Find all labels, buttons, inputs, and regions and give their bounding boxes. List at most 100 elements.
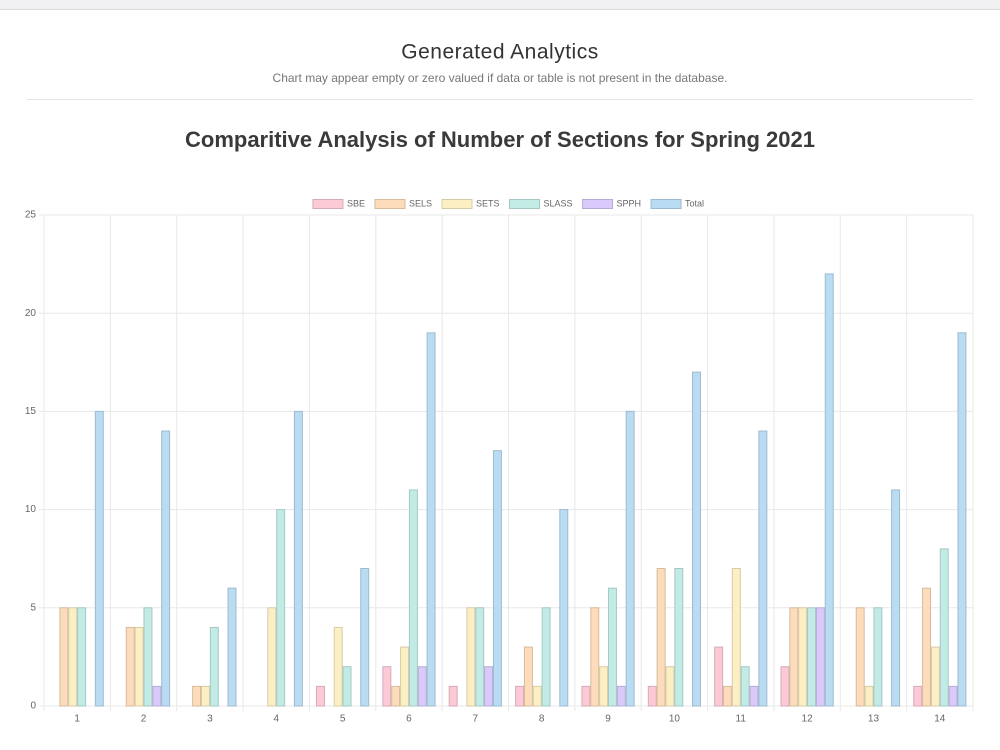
bar — [807, 607, 817, 707]
bar — [426, 332, 436, 707]
bar — [161, 430, 171, 707]
bar — [722, 685, 732, 707]
chart-title: Comparitive Analysis of Number of Sectio… — [185, 127, 815, 152]
y-tick-label: 10 — [25, 504, 37, 515]
bar — [484, 666, 494, 707]
bar — [523, 646, 533, 707]
y-tick-label: 20 — [25, 308, 37, 319]
bar — [59, 607, 69, 707]
x-tick-label: 8 — [539, 714, 545, 725]
bar — [922, 587, 932, 707]
bar — [134, 626, 144, 707]
x-tick-label: 11 — [736, 714, 747, 725]
legend-swatch — [508, 199, 540, 209]
bar — [891, 489, 901, 707]
legend-swatch — [312, 199, 344, 209]
x-tick-label: 13 — [868, 714, 880, 725]
legend-label: Total — [685, 198, 704, 208]
browser-bar — [0, 0, 1000, 10]
bar — [276, 509, 286, 707]
x-tick-label: 7 — [473, 714, 479, 725]
x-tick-label: 3 — [207, 714, 213, 725]
x-tick-label: 14 — [934, 714, 946, 725]
bar — [316, 685, 325, 707]
bar — [68, 607, 78, 707]
bar — [143, 607, 153, 707]
x-tick-label: 9 — [605, 714, 611, 725]
x-tick-label: 10 — [669, 714, 681, 725]
page-subtitle: Chart may appear empty or zero valued if… — [273, 71, 728, 85]
bar — [475, 607, 485, 707]
legend-label: SPPH — [617, 198, 642, 208]
bar — [466, 607, 476, 707]
bar — [930, 646, 940, 707]
bar — [152, 685, 162, 707]
bar — [815, 607, 825, 707]
x-tick-label: 2 — [141, 714, 147, 725]
bar — [342, 666, 352, 707]
bar — [913, 685, 923, 707]
bar — [77, 607, 87, 707]
bar — [798, 607, 808, 707]
legend-label: SETS — [476, 198, 500, 208]
bar — [625, 410, 635, 707]
bar — [227, 587, 237, 707]
bar — [599, 666, 609, 707]
bar — [532, 685, 542, 707]
bar — [824, 273, 834, 707]
y-tick-label: 0 — [30, 701, 36, 712]
bar — [492, 450, 502, 707]
bar — [559, 509, 569, 707]
bar — [590, 607, 600, 707]
y-tick-label: 5 — [30, 602, 36, 613]
page-title: Generated Analytics — [401, 41, 598, 64]
bar — [400, 646, 410, 707]
bar — [192, 685, 202, 707]
bar — [448, 685, 458, 707]
x-tick-label: 5 — [340, 714, 346, 725]
bar — [360, 568, 370, 707]
bar — [200, 685, 210, 707]
bar — [333, 626, 343, 707]
bar — [515, 685, 525, 707]
bar — [789, 607, 799, 707]
bar — [94, 410, 104, 707]
bar — [692, 371, 701, 707]
bar — [939, 548, 949, 707]
bar — [616, 685, 626, 707]
legend-swatch — [650, 199, 682, 209]
x-tick-label: 6 — [406, 714, 412, 725]
bar — [873, 607, 883, 707]
x-tick-label: 4 — [273, 714, 279, 725]
y-tick-label: 25 — [25, 210, 37, 221]
bar — [957, 332, 967, 707]
bar — [581, 685, 591, 707]
y-tick-label: 15 — [25, 406, 37, 417]
bar — [665, 666, 675, 707]
bar — [740, 666, 750, 707]
bar — [948, 685, 958, 707]
bar — [758, 430, 768, 707]
bar — [382, 666, 392, 707]
bar — [293, 410, 303, 707]
bar — [417, 666, 427, 707]
bar — [749, 685, 759, 707]
bar — [125, 626, 135, 707]
bar — [780, 666, 790, 707]
bar — [647, 685, 657, 707]
bar — [855, 607, 865, 707]
bar — [408, 489, 418, 707]
bar — [731, 568, 741, 707]
bar — [674, 568, 684, 707]
bar — [607, 587, 617, 707]
bar — [209, 626, 219, 707]
bar — [714, 646, 724, 707]
bar — [541, 607, 551, 707]
legend-label: SELS — [409, 198, 432, 208]
x-tick-label: 1 — [74, 714, 80, 725]
legend-label: SLASS — [543, 198, 572, 208]
bar — [656, 568, 666, 707]
legend-swatch — [582, 199, 614, 209]
